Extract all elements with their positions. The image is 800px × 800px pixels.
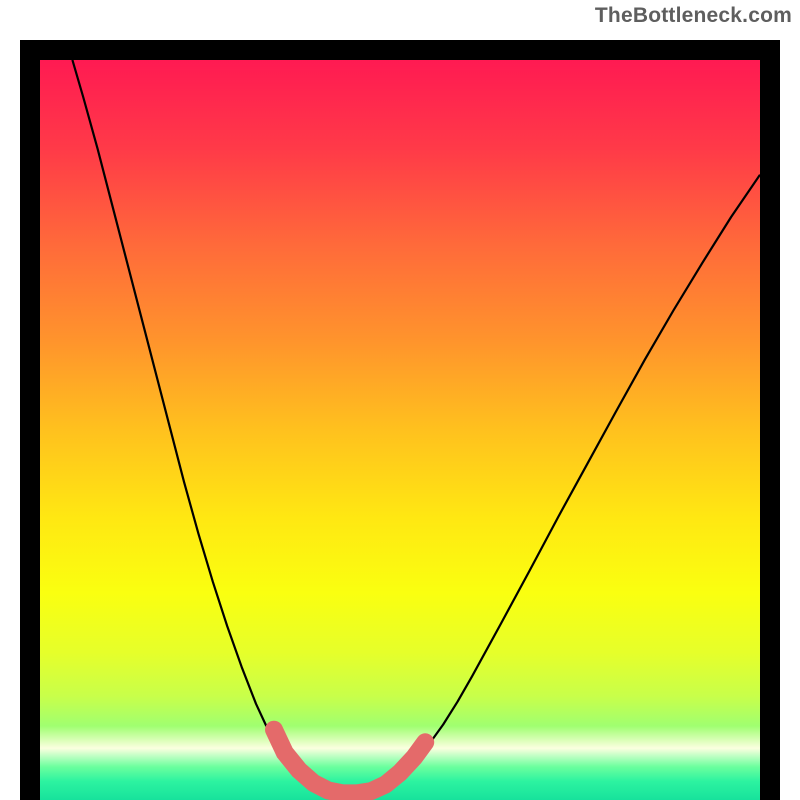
chart-frame: TheBottleneck.com bbox=[0, 0, 800, 800]
plot-border-top bbox=[20, 40, 780, 60]
plot-border-left bbox=[20, 40, 40, 800]
gradient-fill bbox=[40, 60, 760, 800]
plot-border-right bbox=[760, 40, 780, 800]
watermark-text: TheBottleneck.com bbox=[595, 4, 792, 28]
chart-svg bbox=[0, 0, 800, 800]
plot-area bbox=[20, 40, 780, 800]
